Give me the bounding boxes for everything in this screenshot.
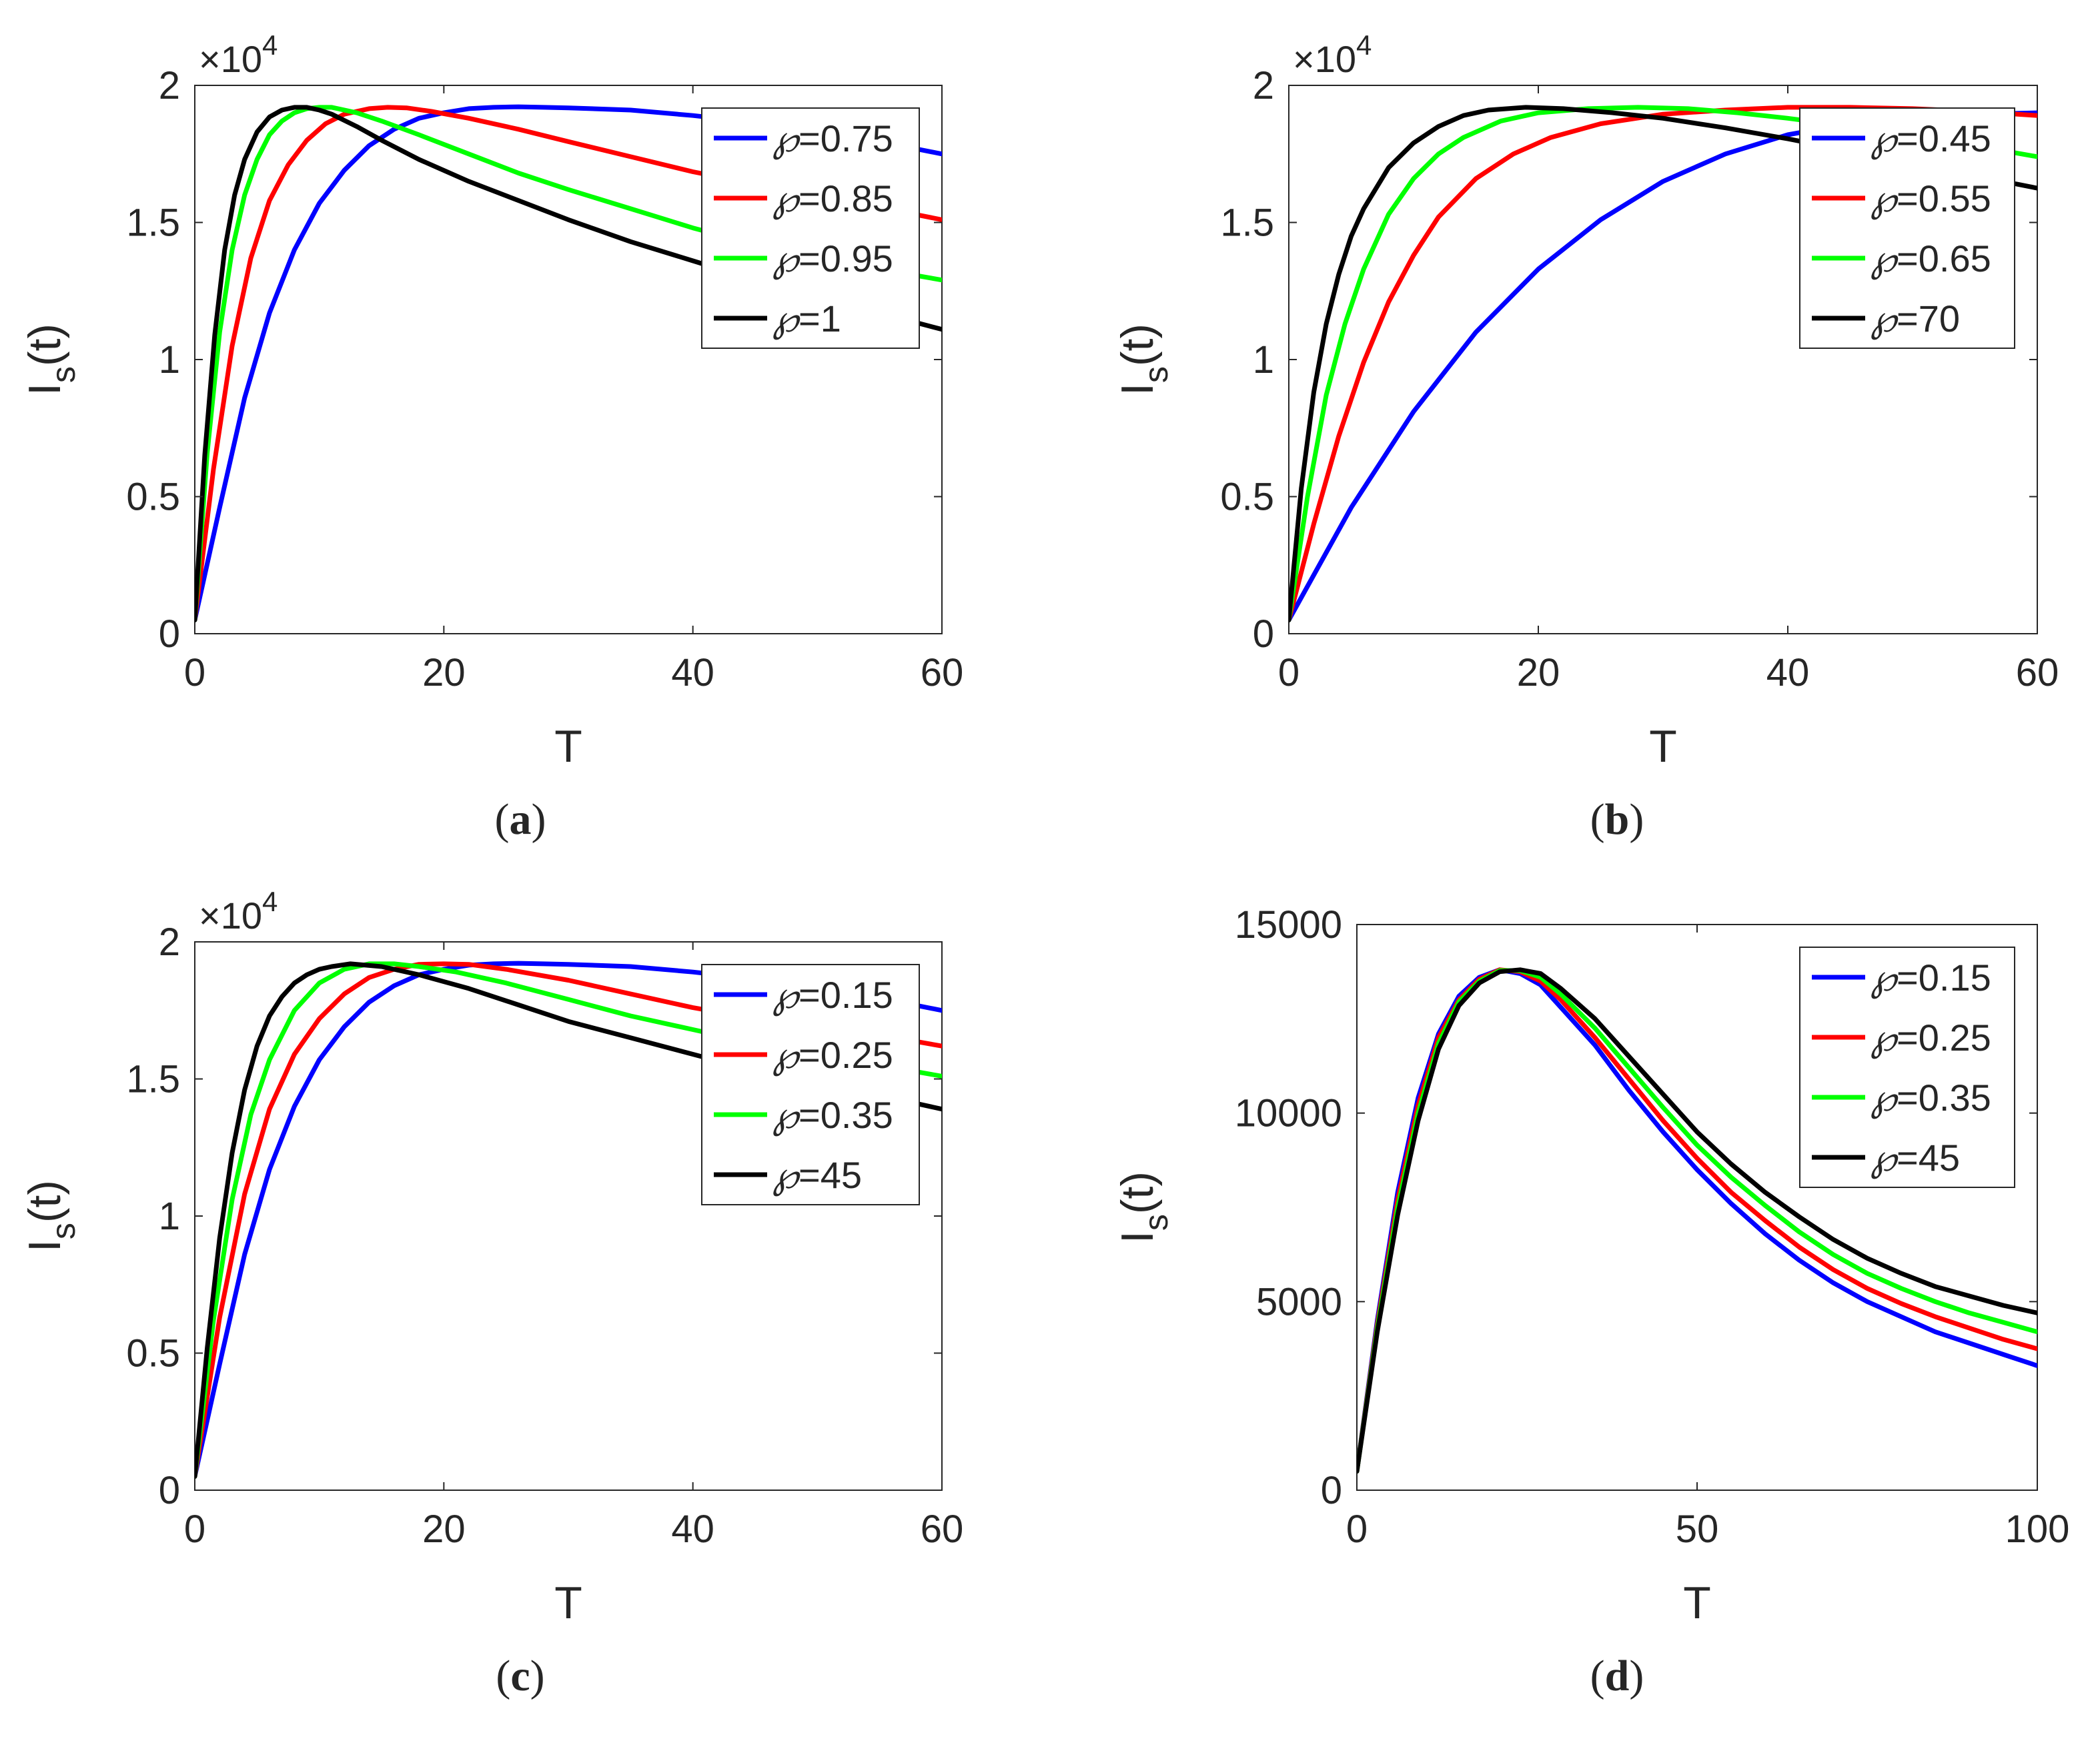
x-tick-label: 40 xyxy=(1766,651,1810,694)
legend-entry-4: ℘=45 xyxy=(772,1154,862,1197)
y-tick-label: 1 xyxy=(159,1195,180,1238)
y-tick-label: 0.5 xyxy=(126,1332,180,1375)
y-axis-label: Is(t) xyxy=(19,1180,82,1252)
legend-entry-3: ℘=0.95 xyxy=(772,237,893,281)
legend: ℘=0.15 ℘=0.25 ℘=0.35 ℘=45 xyxy=(1799,947,2015,1188)
y-tick-label: 0.5 xyxy=(126,476,180,519)
legend-box xyxy=(1799,107,2015,349)
x-tick-label: 40 xyxy=(671,1508,714,1551)
x-tick-label: 0 xyxy=(184,651,205,694)
panel-caption: (d) xyxy=(1590,1652,1644,1700)
y-axis-label: Is(t) xyxy=(1112,1171,1175,1243)
series-line-2 xyxy=(1357,967,2037,1474)
legend-entry-2: ℘=0.25 xyxy=(1871,1017,1991,1060)
y-tick-label: 1.5 xyxy=(126,201,180,245)
legend-entry-4: ℘=45 xyxy=(1871,1137,1960,1180)
legend-entry-2: ℘=0.55 xyxy=(1871,177,1991,221)
legend-entry-1: ℘=0.45 xyxy=(1871,117,1991,161)
series-line-4 xyxy=(195,105,942,622)
x-tick-label: 0 xyxy=(1278,651,1299,694)
x-tick-label: 50 xyxy=(1676,1508,1719,1551)
y-tick-label: 1 xyxy=(159,338,180,382)
x-tick-label: 40 xyxy=(671,651,714,694)
x-tick-label: 20 xyxy=(422,1508,466,1551)
y-tick-label: 1 xyxy=(1253,338,1274,382)
panel-d: 0 50 100050001000015000TIs(t)℘=0.15℘=0.25℘… xyxy=(1112,903,2069,1700)
axis-exponent: ×104 xyxy=(199,886,278,937)
y-tick-label: 0 xyxy=(1321,1469,1342,1512)
x-tick-label: 20 xyxy=(422,651,466,694)
legend-box xyxy=(701,107,920,349)
panel-caption: (a) xyxy=(495,795,546,844)
legend-entry-4: ℘=1 xyxy=(772,298,841,341)
x-tick-label: 100 xyxy=(2005,1508,2070,1551)
x-tick-label: 20 xyxy=(1517,651,1560,694)
y-tick-label: 5000 xyxy=(1256,1280,1342,1323)
legend: ℘=0.15 ℘=0.25 ℘=0.35 ℘=45 xyxy=(701,964,920,1205)
legend-entry-3: ℘=0.35 xyxy=(772,1094,893,1137)
y-tick-label: 0.5 xyxy=(1220,476,1274,519)
y-tick-label: 10000 xyxy=(1235,1092,1342,1135)
x-axis-label: T xyxy=(554,721,582,772)
legend-entry-2: ℘=0.85 xyxy=(772,177,893,221)
axis-exponent: ×104 xyxy=(1293,29,1372,80)
series-line-3 xyxy=(1357,968,2037,1474)
x-tick-label: 60 xyxy=(921,651,964,694)
legend-box xyxy=(1799,947,2015,1188)
legend: ℘=0.45 ℘=0.55 ℘=0.65 ℘=70 xyxy=(1799,107,2015,349)
x-axis-label: T xyxy=(1683,1578,1711,1628)
legend-entry-2: ℘=0.25 xyxy=(772,1034,893,1077)
legend-entry-1: ℘=0.15 xyxy=(772,974,893,1017)
x-axis-label: T xyxy=(554,1578,582,1628)
legend-entry-4: ℘=70 xyxy=(1871,298,1960,341)
y-tick-label: 0 xyxy=(159,1469,180,1512)
y-axis-label: Is(t) xyxy=(19,324,82,396)
panel-b: 0 20 40 6000.511.52×104TIs(t)℘=0.45℘=0.55℘=… xyxy=(1112,29,2059,844)
series-line-4 xyxy=(1357,967,2037,1474)
y-tick-label: 0 xyxy=(1253,612,1274,656)
legend-entry-3: ℘=0.65 xyxy=(1871,237,1991,281)
panel-c: 0 20 40 6000.511.52×104TIs(t)℘=0.15℘=0.25℘=… xyxy=(19,886,963,1700)
x-axis-label: T xyxy=(1649,721,1677,772)
panel-a: 0 20 40 6000.511.52×104TIs(t)℘=0.75℘=0.85℘=… xyxy=(19,29,963,844)
panel-caption: (c) xyxy=(496,1652,544,1700)
x-tick-label: 60 xyxy=(921,1508,964,1551)
y-tick-label: 0 xyxy=(159,612,180,656)
x-tick-label: 0 xyxy=(1346,1508,1368,1551)
panel-caption: (b) xyxy=(1590,795,1644,844)
y-tick-label: 2 xyxy=(1253,64,1274,107)
axis-exponent: ×104 xyxy=(199,29,278,80)
y-tick-label: 15000 xyxy=(1235,903,1342,947)
y-tick-label: 2 xyxy=(159,64,180,107)
legend-entry-3: ℘=0.35 xyxy=(1871,1077,1991,1120)
series-group xyxy=(1357,967,2037,1474)
legend: ℘=0.75 ℘=0.85 ℘=0.95 ℘=1 xyxy=(701,107,920,349)
legend-entry-1: ℘=0.75 xyxy=(772,117,893,161)
y-tick-label: 2 xyxy=(159,921,180,964)
y-tick-label: 1.5 xyxy=(1220,201,1274,245)
x-tick-label: 0 xyxy=(184,1508,205,1551)
legend-box xyxy=(701,964,920,1205)
x-tick-label: 60 xyxy=(2016,651,2059,694)
legend-entry-1: ℘=0.15 xyxy=(1871,957,1991,1000)
y-tick-label: 1.5 xyxy=(126,1058,180,1101)
y-axis-label: Is(t) xyxy=(1112,324,1175,396)
